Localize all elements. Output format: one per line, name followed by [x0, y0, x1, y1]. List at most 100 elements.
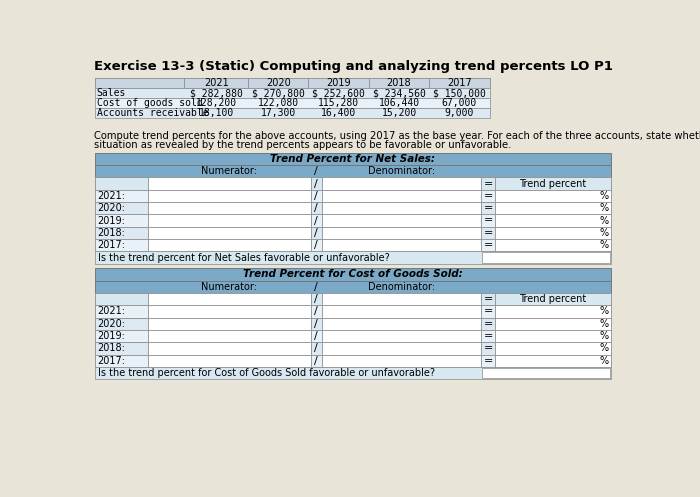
Text: 122,080: 122,080 [258, 98, 299, 108]
Bar [95, 281, 610, 293]
Text: %: % [599, 191, 608, 201]
Bar [481, 318, 495, 330]
Bar [482, 252, 610, 263]
Bar [248, 78, 309, 88]
Bar [311, 214, 322, 227]
Text: 2021:: 2021: [97, 191, 125, 201]
Bar [481, 239, 495, 251]
Text: =: = [484, 343, 493, 353]
Bar [311, 318, 322, 330]
Bar [311, 177, 322, 190]
Bar [495, 202, 610, 214]
Bar [95, 318, 610, 330]
Bar [311, 227, 322, 239]
Bar [495, 330, 610, 342]
Text: $ 252,600: $ 252,600 [312, 88, 365, 98]
Bar [481, 177, 495, 190]
Bar [95, 268, 610, 281]
Text: 2019: 2019 [326, 78, 351, 88]
Bar [95, 214, 148, 227]
Text: /: / [314, 203, 318, 213]
Text: 2020: 2020 [266, 78, 290, 88]
Bar [95, 367, 610, 379]
Bar [322, 190, 481, 202]
Text: Numerator:: Numerator: [202, 282, 258, 292]
Bar [95, 305, 148, 318]
Bar [95, 239, 610, 251]
Text: situation as revealed by the trend percents appears to be favorable or unfavorab: situation as revealed by the trend perce… [94, 140, 511, 150]
Text: Is the trend percent for Cost of Goods Sold favorable or unfavorable?: Is the trend percent for Cost of Goods S… [97, 368, 435, 378]
Bar [95, 354, 148, 367]
Text: Denominator:: Denominator: [368, 166, 435, 176]
Bar [148, 330, 311, 342]
Bar [95, 227, 148, 239]
Text: 16,400: 16,400 [321, 108, 356, 118]
Bar [95, 342, 148, 354]
Bar [311, 239, 322, 251]
Bar [322, 202, 481, 214]
Bar [148, 354, 311, 367]
Bar [95, 88, 490, 98]
Bar [148, 342, 311, 354]
Bar [322, 342, 481, 354]
Bar [481, 214, 495, 227]
Text: /: / [314, 294, 318, 304]
Bar [95, 293, 610, 305]
Text: 2017:: 2017: [97, 356, 125, 366]
Text: 2020:: 2020: [97, 203, 125, 213]
Bar [322, 177, 481, 190]
Bar [95, 202, 148, 214]
Text: Denominator:: Denominator: [368, 282, 435, 292]
Text: Trend percent: Trend percent [519, 294, 587, 304]
Bar [481, 330, 495, 342]
Text: =: = [484, 216, 493, 226]
Text: Numerator:: Numerator: [202, 166, 258, 176]
Bar [148, 227, 311, 239]
Text: /: / [314, 319, 318, 329]
Text: 2018: 2018 [386, 78, 412, 88]
Text: %: % [599, 228, 608, 238]
Bar [95, 108, 490, 118]
Text: =: = [484, 356, 493, 366]
Text: =: = [484, 307, 493, 317]
Bar [322, 305, 481, 318]
Text: 2021: 2021 [204, 78, 228, 88]
Text: Trend Percent for Net Sales:: Trend Percent for Net Sales: [270, 154, 435, 164]
Bar [322, 354, 481, 367]
Bar [311, 305, 322, 318]
Bar [311, 354, 322, 367]
Bar [495, 227, 610, 239]
Bar [95, 177, 148, 190]
Bar [95, 342, 610, 354]
Text: Trend percent: Trend percent [519, 178, 587, 188]
Bar [95, 318, 148, 330]
Bar [95, 251, 610, 264]
Text: 106,440: 106,440 [379, 98, 419, 108]
Text: 67,000: 67,000 [442, 98, 477, 108]
Text: /: / [314, 240, 318, 250]
Bar [481, 354, 495, 367]
Bar [148, 190, 311, 202]
Bar [95, 239, 148, 251]
Text: =: = [484, 319, 493, 329]
Bar [495, 318, 610, 330]
Bar [481, 342, 495, 354]
Bar [495, 342, 610, 354]
Bar [95, 78, 490, 88]
Bar [148, 239, 311, 251]
Bar [95, 330, 148, 342]
Bar [95, 153, 610, 165]
Text: 2019:: 2019: [97, 216, 125, 226]
Bar [495, 190, 610, 202]
Text: 2017:: 2017: [97, 240, 125, 250]
Text: $ 282,880: $ 282,880 [190, 88, 243, 98]
Bar [95, 227, 610, 239]
Text: %: % [599, 240, 608, 250]
Bar [322, 318, 481, 330]
Text: /: / [314, 331, 318, 341]
Text: $ 150,000: $ 150,000 [433, 88, 486, 98]
Text: 15,200: 15,200 [382, 108, 416, 118]
Bar [495, 177, 610, 190]
Text: 17,300: 17,300 [260, 108, 296, 118]
Text: /: / [314, 191, 318, 201]
